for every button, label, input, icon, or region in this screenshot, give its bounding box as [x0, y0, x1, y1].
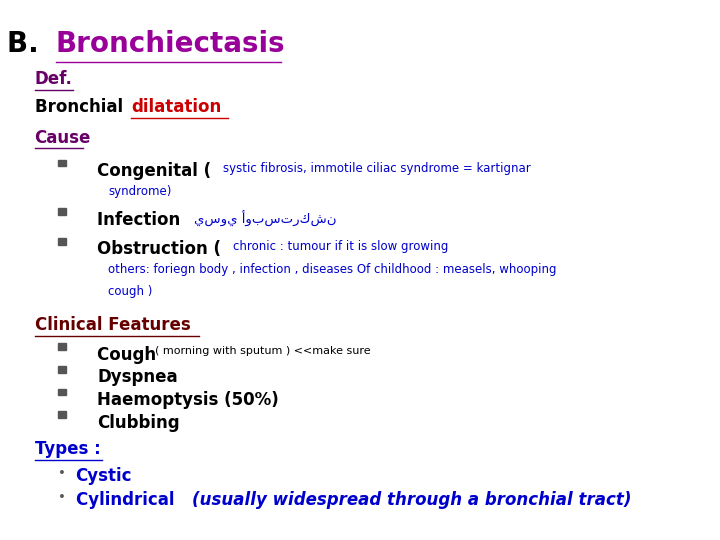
Text: cough ): cough ) [108, 285, 153, 298]
Text: Cylindrical: Cylindrical [76, 491, 180, 509]
Text: Clinical Features: Clinical Features [35, 316, 190, 334]
Text: Obstruction (: Obstruction ( [97, 240, 227, 258]
Text: Def.: Def. [35, 70, 73, 88]
Text: Types :: Types : [35, 440, 100, 458]
Text: Infection: Infection [97, 211, 186, 228]
Text: Congenital (: Congenital ( [97, 162, 217, 180]
Text: Bronchial: Bronchial [35, 98, 128, 116]
Text: •: • [58, 491, 66, 504]
Text: ( morning with sputum ) <<make sure: ( morning with sputum ) <<make sure [156, 346, 371, 356]
Text: chronic : tumour if it is slow growing: chronic : tumour if it is slow growing [233, 240, 448, 253]
Text: dilatation: dilatation [131, 98, 222, 116]
Text: Bronchiectasis: Bronchiectasis [55, 30, 285, 58]
Text: others: foriegn body , infection , diseases Of childhood : measels, whooping: others: foriegn body , infection , disea… [108, 263, 557, 276]
Text: يسوي أوبستركشن: يسوي أوبستركشن [194, 211, 336, 227]
Text: Cough: Cough [97, 346, 162, 363]
Text: syndrome): syndrome) [108, 185, 171, 198]
Text: Haemoptysis (50%): Haemoptysis (50%) [97, 391, 279, 409]
Text: Cystic: Cystic [76, 467, 132, 485]
Text: •: • [58, 467, 66, 480]
Text: Clubbing: Clubbing [97, 414, 180, 431]
Text: Dyspnea: Dyspnea [97, 368, 178, 386]
Text: (usually widespread through a bronchial tract): (usually widespread through a bronchial … [192, 491, 631, 509]
Text: systic fibrosis, immotile ciliac syndrome = kartignar: systic fibrosis, immotile ciliac syndrom… [223, 162, 531, 175]
Text: Cause: Cause [35, 129, 91, 146]
Text: B.: B. [7, 30, 48, 58]
